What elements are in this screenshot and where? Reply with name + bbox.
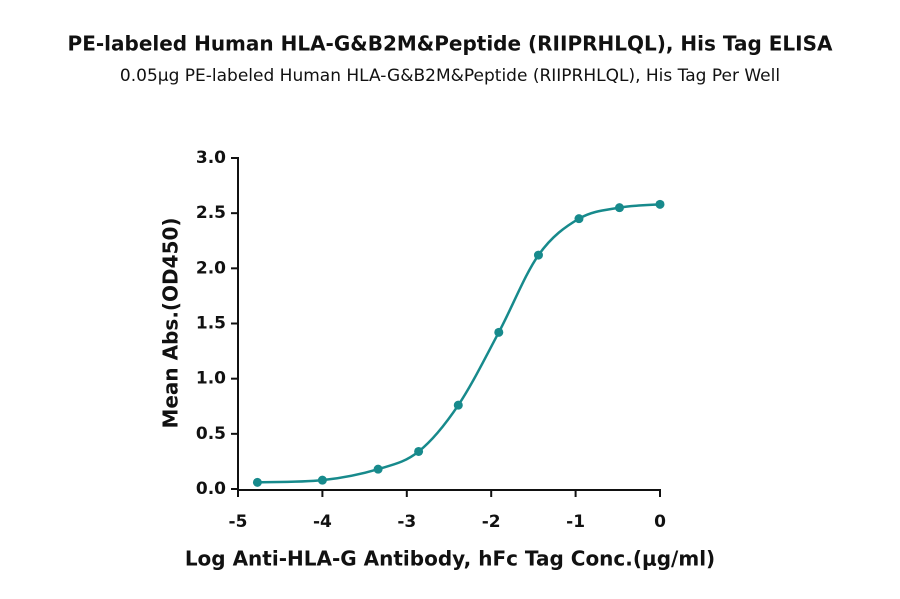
y-tick-label: 3.0 xyxy=(196,148,226,168)
data-point xyxy=(317,475,327,485)
x-tick-label: -3 xyxy=(397,512,416,532)
x-tick-label: 0 xyxy=(654,512,666,532)
data-point xyxy=(574,214,584,224)
y-tick-label: 0.0 xyxy=(196,479,226,499)
x-tick-label: -5 xyxy=(229,512,248,532)
x-tick-label: -1 xyxy=(566,512,585,532)
chart-subtitle: 0.05μg PE-labeled Human HLA-G&B2M&Peptid… xyxy=(120,66,780,86)
data-point xyxy=(373,464,383,474)
data-point xyxy=(414,446,424,456)
x-tick-label: -4 xyxy=(313,512,332,532)
y-axis-label: Mean Abs.(OD450) xyxy=(159,217,183,428)
x-tick-label: -2 xyxy=(482,512,501,532)
data-point xyxy=(494,327,504,337)
data-point xyxy=(655,199,665,209)
y-tick-label: 1.5 xyxy=(196,314,226,334)
fit-curve xyxy=(257,203,661,484)
y-tick-label: 2.0 xyxy=(196,258,226,278)
y-tick-label: 1.0 xyxy=(196,369,226,389)
data-point xyxy=(533,250,543,260)
data-point xyxy=(614,203,624,213)
x-axis-label: Log Anti-HLA-G Antibody, hFc Tag Conc.(μ… xyxy=(185,547,715,571)
y-tick-label: 2.5 xyxy=(196,203,226,223)
data-point xyxy=(453,400,463,410)
y-tick-label: 0.5 xyxy=(196,424,226,444)
data-point xyxy=(252,477,262,487)
chart-title: PE-labeled Human HLA-G&B2M&Peptide (RIIP… xyxy=(68,32,833,56)
